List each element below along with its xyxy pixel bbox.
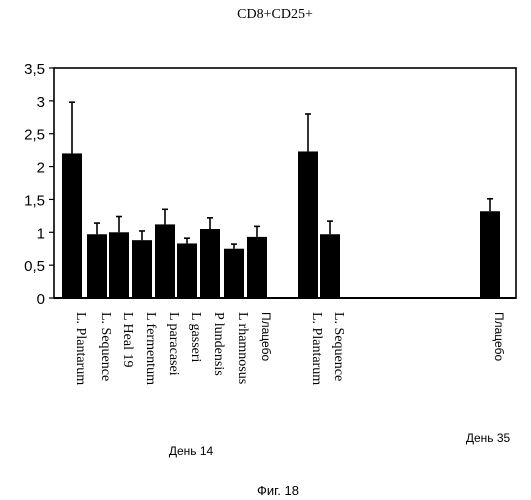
y-tick-label: 1,5 bbox=[24, 192, 45, 209]
plot-area: 0 0,5 1 1,5 2 2,5 3 3,5 L. Plantarum L. Sequence… bbox=[24, 61, 516, 385]
x-tick-label: L. Sequence bbox=[98, 312, 113, 381]
bar bbox=[298, 151, 318, 298]
chart-title: CD8+CD25+ bbox=[237, 7, 313, 22]
y-tick-label: 2,5 bbox=[24, 127, 45, 144]
y-tick-label: 0 bbox=[37, 291, 45, 308]
bar bbox=[155, 224, 175, 298]
bar bbox=[132, 240, 152, 298]
bar bbox=[320, 234, 340, 298]
bar bbox=[177, 243, 197, 298]
x-tick-label: L rhamnosus bbox=[235, 312, 250, 384]
bar bbox=[247, 237, 267, 298]
y-axis: 0 0,5 1 1,5 2 2,5 3 3,5 bbox=[24, 61, 54, 308]
x-tick-label: L. Plantarum bbox=[309, 312, 324, 385]
x-tick-label: L Heal 19 bbox=[120, 312, 135, 367]
y-tick-label: 2 bbox=[37, 160, 45, 177]
bar bbox=[200, 229, 220, 298]
figure-caption: Фиг. 18 bbox=[257, 483, 299, 498]
bar bbox=[109, 232, 129, 298]
y-tick-label: 1 bbox=[37, 225, 45, 242]
x-tick-labels: L. Plantarum L. Sequence L Heal 19 L fermen… bbox=[73, 312, 506, 385]
bar bbox=[480, 211, 500, 298]
x-tick-label: L paracasei bbox=[166, 312, 181, 376]
x-tick-label: L. Plantarum bbox=[73, 312, 88, 385]
x-tick-label: L fermentum bbox=[143, 312, 158, 385]
y-tick-label: 0,5 bbox=[24, 258, 45, 275]
x-tick-label: Плацебо bbox=[492, 312, 506, 361]
bars bbox=[54, 102, 516, 298]
x-tick-label: P lundensis bbox=[211, 312, 226, 376]
y-tick-label: 3 bbox=[37, 94, 45, 111]
bar bbox=[62, 153, 82, 298]
x-tick-label: Плацебо bbox=[259, 312, 273, 361]
x-tick-label: L. Sequence bbox=[331, 312, 346, 381]
x-tick-label: L gasseri bbox=[188, 312, 203, 363]
bar bbox=[87, 234, 107, 298]
y-tick-label: 3,5 bbox=[24, 61, 45, 78]
group-label-day35: День 35 bbox=[466, 431, 511, 445]
bar bbox=[224, 249, 244, 298]
group-label-day14: День 14 bbox=[169, 444, 214, 458]
